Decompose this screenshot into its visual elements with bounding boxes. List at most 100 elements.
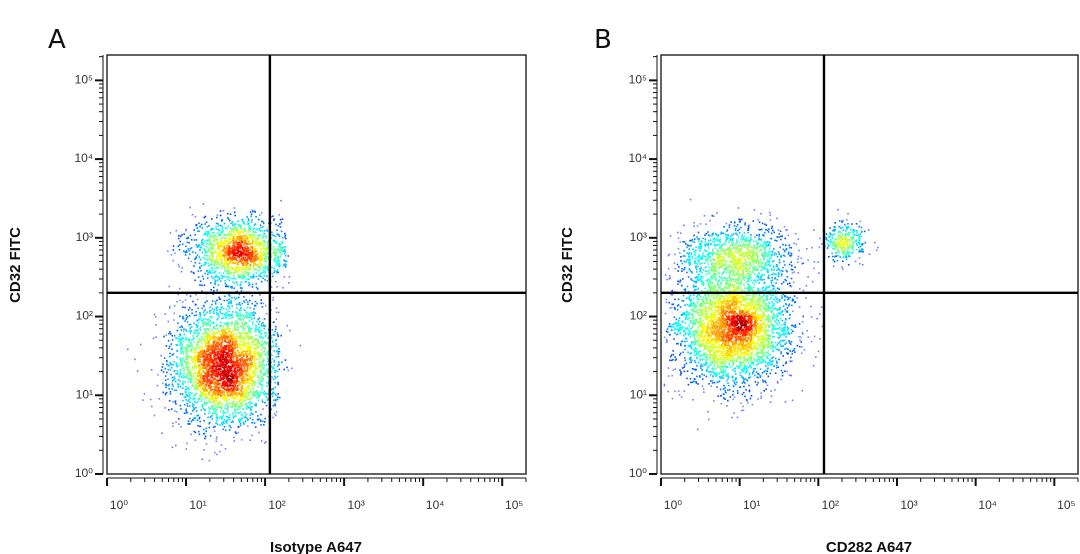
event-dot — [234, 322, 236, 324]
event-dot — [219, 308, 222, 311]
event-dot — [214, 357, 216, 360]
event-dot — [252, 228, 255, 231]
event-dot — [241, 351, 244, 354]
event-dot — [229, 339, 231, 341]
event-dot — [228, 273, 230, 275]
event-dot — [220, 416, 222, 418]
event-dot — [199, 380, 201, 382]
event-dot — [251, 286, 254, 288]
event-dot — [200, 395, 203, 398]
event-dot — [284, 263, 287, 265]
event-dot — [215, 348, 217, 351]
event-dot — [190, 373, 192, 376]
event-dot — [246, 356, 248, 358]
event-dot — [258, 361, 260, 363]
event-dot — [271, 266, 274, 268]
event-dot — [230, 316, 233, 319]
event-dot — [208, 400, 211, 403]
x-axis-label-a: Isotype A647 — [270, 539, 362, 554]
event-dot — [234, 328, 236, 331]
event-dot — [246, 237, 249, 240]
event-dot — [259, 294, 261, 296]
event-dot — [251, 302, 254, 305]
event-dot — [216, 345, 218, 347]
event-dot — [231, 372, 233, 374]
event-dot — [238, 301, 241, 304]
event-dot — [243, 249, 245, 252]
event-dot — [240, 354, 243, 357]
event-dot — [205, 364, 208, 366]
event-dot — [229, 334, 231, 336]
event-dot — [175, 403, 177, 405]
event-dot — [190, 356, 192, 358]
event-dot — [264, 265, 267, 267]
event-dot — [226, 351, 228, 354]
event-dot — [245, 253, 247, 255]
event-dot — [265, 248, 268, 251]
event-dot — [220, 240, 223, 242]
event-dot — [241, 380, 243, 382]
event-dot — [209, 282, 212, 284]
event-dot — [220, 350, 223, 352]
event-dot — [260, 263, 263, 265]
event-dot — [249, 391, 251, 394]
event-dot — [225, 284, 228, 286]
event-dot — [211, 232, 214, 234]
event-dot — [224, 254, 226, 256]
event-dot — [207, 322, 210, 324]
event-dot — [265, 261, 268, 263]
event-dot — [203, 380, 206, 383]
event-dot — [199, 313, 201, 316]
event-dot — [198, 230, 200, 233]
event-dot — [236, 228, 239, 231]
event-dot — [213, 430, 216, 432]
event-dot — [207, 385, 210, 388]
event-dot — [248, 236, 250, 238]
event-dot — [249, 439, 251, 441]
event-dot — [235, 344, 237, 347]
event-dot — [216, 232, 219, 234]
event-dot — [264, 332, 266, 334]
event-dot — [203, 233, 205, 236]
event-dot — [219, 353, 221, 355]
event-dot — [221, 245, 224, 248]
event-dot — [247, 425, 249, 427]
event-dot — [275, 398, 277, 401]
event-dot — [270, 365, 273, 367]
event-dot — [255, 256, 258, 259]
event-dot — [229, 352, 232, 355]
event-dot — [216, 416, 218, 418]
event-dot — [276, 247, 279, 250]
event-dot — [253, 264, 256, 266]
event-dot — [214, 367, 217, 369]
event-dot — [181, 233, 183, 236]
event-dot — [278, 263, 280, 266]
event-dot — [228, 238, 230, 240]
event-dot — [229, 402, 231, 405]
event-dot — [216, 364, 219, 366]
event-dot — [278, 234, 280, 236]
event-dot — [249, 228, 252, 231]
event-dot — [282, 287, 284, 289]
event-dot — [191, 341, 193, 343]
event-dot — [205, 427, 208, 430]
event-dot — [239, 226, 241, 229]
event-dot — [263, 442, 266, 444]
event-dot — [230, 238, 233, 240]
event-dot — [244, 259, 246, 262]
event-dot — [239, 424, 242, 427]
event-dot — [224, 394, 226, 396]
event-dot — [204, 413, 206, 415]
event-dot — [182, 317, 185, 320]
event-dot — [208, 333, 211, 335]
event-dot — [226, 404, 229, 407]
event-dot — [240, 266, 243, 269]
event-dot — [231, 277, 234, 280]
event-dot — [252, 210, 254, 213]
event-dot — [273, 361, 276, 363]
event-dot — [260, 259, 263, 261]
event-dot — [169, 391, 172, 393]
event-dot — [207, 328, 210, 330]
event-dot — [278, 350, 281, 353]
event-dot — [186, 358, 189, 360]
